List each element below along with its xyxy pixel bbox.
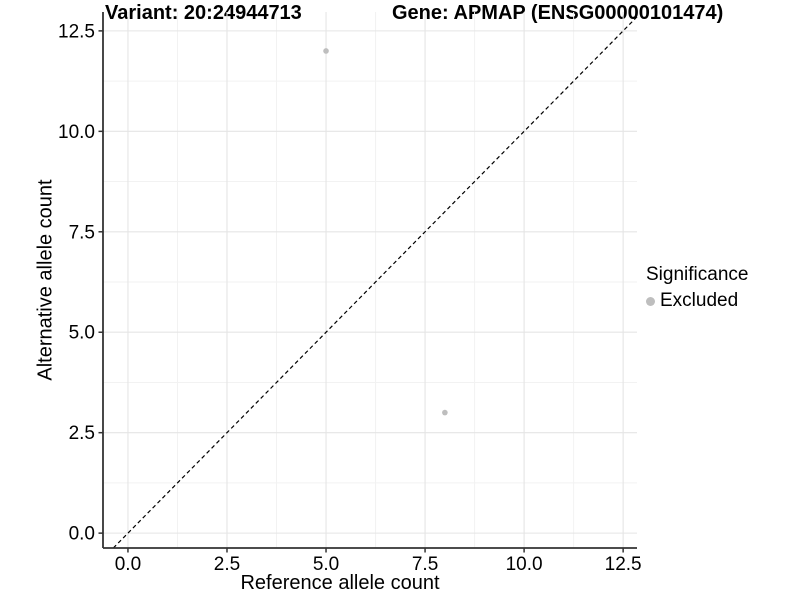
legend-entry-excluded: Excluded <box>646 290 748 312</box>
x-tick-label: 5.0 <box>313 554 339 575</box>
y-tick-label: 7.5 <box>69 222 95 243</box>
legend: Significance Excluded <box>646 264 748 312</box>
x-tick-label: 2.5 <box>214 554 240 575</box>
data-point <box>323 48 329 54</box>
plot-title-variant: Variant: 20:24944713 <box>105 2 302 24</box>
x-axis-title: Reference allele count <box>240 572 440 594</box>
y-tick-label: 12.5 <box>58 21 95 42</box>
x-tick-label: 0.0 <box>115 554 141 575</box>
x-tick-label: 10.0 <box>506 554 543 575</box>
y-tick-label: 5.0 <box>69 323 95 344</box>
legend-point-swatch <box>646 296 655 306</box>
legend-entry-label: Excluded <box>660 290 739 311</box>
y-axis-title: Alternative allele count <box>34 179 57 381</box>
y-tick-label: 2.5 <box>69 423 95 444</box>
x-tick-label: 12.5 <box>605 554 642 575</box>
identity-reference-line <box>112 16 638 549</box>
x-tick-label: 7.5 <box>412 554 438 575</box>
legend-title: Significance <box>646 264 749 285</box>
y-tick-label: 10.0 <box>58 122 95 143</box>
y-tick-label: 0.0 <box>69 524 95 545</box>
data-point <box>442 409 448 416</box>
